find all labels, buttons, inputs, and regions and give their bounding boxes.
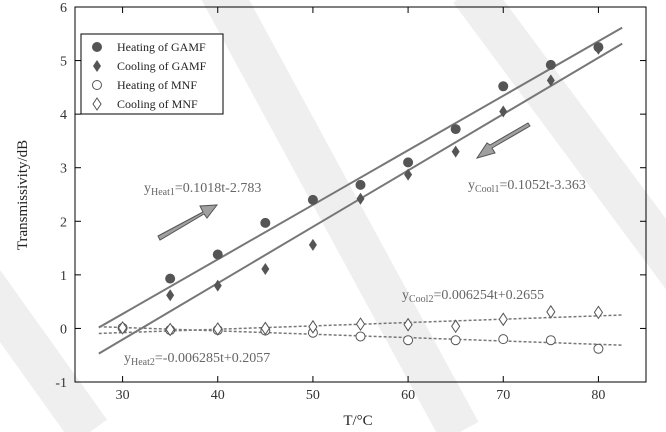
legend-label: Cooling of MNF (117, 97, 198, 111)
data-point-series-1 (404, 168, 413, 181)
data-point-series-3 (260, 321, 270, 336)
data-point-series-3 (593, 305, 604, 320)
plot-frame (74, 6, 647, 383)
y-tick-label: 1 (60, 269, 67, 284)
data-point-series-1 (499, 105, 508, 118)
x-tick-label: 80 (591, 388, 605, 403)
data-point-series-0 (450, 124, 461, 135)
data-point-series-1 (166, 289, 175, 302)
direction-arrows (157, 122, 531, 241)
data-point-series-3 (213, 322, 223, 336)
data-points (117, 42, 604, 354)
x-tick-label: 70 (496, 388, 510, 403)
y-axis-label: Transmissivity/dB (15, 140, 31, 250)
x-tick-label: 60 (401, 388, 415, 403)
data-point-series-3 (165, 322, 175, 337)
data-point-series-1 (451, 145, 460, 158)
data-point-series-2 (355, 331, 366, 342)
data-point-series-3 (451, 319, 461, 334)
data-point-series-0 (545, 59, 556, 70)
x-axis-label: T/°C (343, 413, 372, 429)
y-tick-label: 0 (60, 322, 67, 337)
equation-heat1: yHeat1=0.1018t-2.783 (144, 181, 261, 198)
data-point-series-0 (498, 81, 509, 92)
x-tick-label: 30 (116, 388, 130, 403)
data-point-series-1 (213, 279, 222, 292)
data-point-series-0 (212, 249, 223, 260)
y-tick-label: 4 (60, 108, 67, 123)
data-point-series-3 (117, 320, 128, 335)
legend-label: Heating of MNF (117, 78, 197, 92)
data-point-series-2 (450, 335, 461, 346)
data-point-series-1 (308, 238, 317, 251)
data-point-series-0 (307, 194, 318, 205)
watermark-stripe (0, 269, 108, 432)
heating-arrow (157, 204, 219, 241)
equation-heat2: yHeat2=-0.006285t+0.2057 (124, 351, 270, 368)
data-point-series-3 (403, 317, 413, 332)
legend-marker (92, 42, 102, 52)
watermark-stripe (453, 0, 666, 290)
legend-box (80, 33, 224, 115)
y-tick-label: 2 (60, 215, 67, 230)
data-point-series-1 (594, 42, 603, 55)
data-point-series-1 (546, 74, 555, 87)
tick-labels: 30 40 50 60 70 80 -1 0 1 2 3 4 5 6 (55, 1, 605, 403)
axis-ticks (75, 6, 646, 383)
equation-cool2: yCool2=0.006254t+0.2655 (402, 288, 544, 305)
y-tick-label: 3 (60, 162, 67, 177)
data-point-series-3 (498, 312, 508, 327)
data-point-series-3 (355, 317, 366, 332)
data-point-series-3 (308, 319, 318, 334)
legend: Heating of GAMF Cooling of GAMF Heating of… (80, 33, 224, 115)
legend-marker (92, 80, 102, 90)
data-point-series-2 (498, 334, 509, 345)
x-tick-label: 50 (306, 388, 320, 403)
data-point-series-0 (355, 179, 366, 190)
y-tick-label: 5 (60, 55, 67, 70)
data-point-series-2 (403, 335, 414, 346)
legend-label: Heating of GAMF (117, 40, 206, 54)
data-point-series-3 (546, 304, 556, 319)
data-point-series-0 (165, 273, 176, 284)
data-point-series-0 (260, 217, 271, 228)
y-tick-label: 6 (60, 1, 67, 16)
data-point-series-2 (593, 343, 604, 354)
x-tick-label: 40 (211, 388, 225, 403)
data-point-series-1 (261, 262, 270, 275)
watermark-stripe (201, 0, 479, 432)
legend-marker (92, 97, 102, 111)
data-point-series-0 (403, 157, 414, 168)
fit-equations: yHeat1=0.1018t-2.783 yCool1=0.1052t-3.363… (124, 178, 586, 368)
y-tick-label: -1 (55, 376, 67, 391)
fit-line-heat1 (98, 26, 623, 329)
legend-marker (93, 60, 101, 72)
data-point-series-2 (545, 335, 556, 346)
cooling-arrow (475, 122, 531, 159)
data-point-series-1 (356, 192, 365, 205)
legend-label: Cooling of GAMF (117, 59, 207, 73)
equation-cool1: yCool1=0.1052t-3.363 (468, 178, 586, 195)
